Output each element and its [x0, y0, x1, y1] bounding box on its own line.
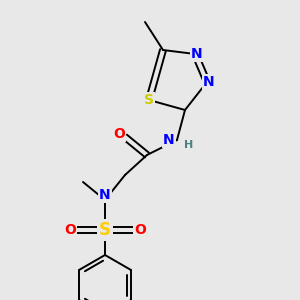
Text: N: N: [203, 75, 215, 89]
Text: S: S: [144, 93, 154, 107]
Text: N: N: [99, 188, 111, 202]
Text: O: O: [113, 127, 125, 141]
Text: S: S: [99, 221, 111, 239]
Text: O: O: [134, 223, 146, 237]
Text: H: H: [184, 140, 194, 150]
Text: N: N: [191, 47, 203, 61]
Text: N: N: [163, 133, 175, 147]
Text: O: O: [64, 223, 76, 237]
